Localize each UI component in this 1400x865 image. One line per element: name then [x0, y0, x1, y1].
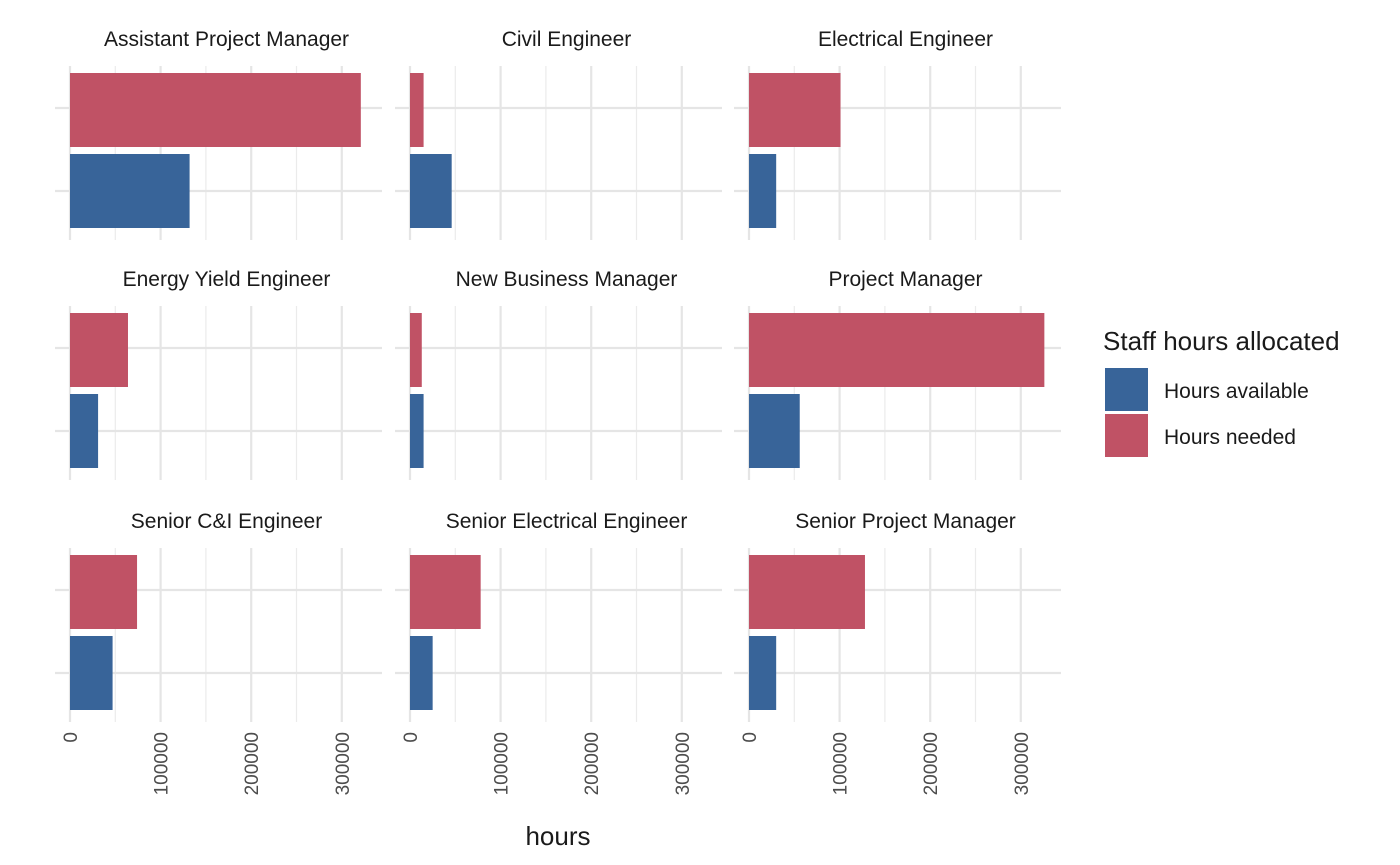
- x-tick-label: 300000: [1012, 732, 1033, 795]
- x-axis-title: hours: [525, 821, 590, 851]
- bar-hours-needed: [410, 73, 424, 147]
- bar-hours-available: [749, 394, 800, 468]
- facet-panel: Senior C&I Engineer: [55, 510, 382, 722]
- bar-hours-available: [749, 636, 777, 710]
- facet-panel: Senior Electrical Engineer: [395, 510, 722, 722]
- facet-title: Assistant Project Manager: [104, 28, 349, 51]
- x-tick-label: 300000: [333, 732, 354, 795]
- facet-panel: Civil Engineer: [395, 28, 722, 240]
- bar-hours-needed: [410, 555, 481, 629]
- x-axes: 0 100000 200000 300000 0 100000 200000 300000 0 1…: [61, 732, 1033, 795]
- bar-hours-needed: [410, 313, 422, 387]
- legend: Staff hours allocated Hours available Ho…: [1103, 326, 1340, 457]
- facet-title: Senior Project Manager: [795, 510, 1016, 533]
- facet-panel: Senior Project Manager: [734, 510, 1061, 722]
- facet-title: Senior Electrical Engineer: [446, 510, 688, 533]
- bar-hours-available: [70, 394, 99, 468]
- bar-hours-needed: [70, 73, 361, 147]
- facet-title: Project Manager: [828, 268, 982, 291]
- x-tick-label: 100000: [831, 732, 852, 795]
- bar-hours-needed: [749, 73, 841, 147]
- bar-hours-needed: [70, 555, 138, 629]
- x-tick-label: 0: [401, 732, 422, 743]
- facet-title: Civil Engineer: [502, 28, 632, 51]
- legend-swatch-hours-needed: [1105, 414, 1148, 457]
- facet-title: Senior C&I Engineer: [131, 510, 322, 533]
- bar-hours-available: [70, 154, 190, 228]
- facet-title: New Business Manager: [456, 268, 678, 291]
- bar-hours-needed: [749, 313, 1045, 387]
- bar-hours-available: [410, 394, 424, 468]
- facet-panels: Assistant Project Manager Civil Engineer E…: [55, 28, 1061, 722]
- bar-hours-needed: [70, 313, 128, 387]
- bar-hours-available: [410, 636, 433, 710]
- x-tick-label: 0: [740, 732, 761, 743]
- facet-panel: New Business Manager: [395, 268, 722, 480]
- x-tick-label: 100000: [152, 732, 173, 795]
- x-tick-label: 200000: [242, 732, 263, 795]
- facet-title: Electrical Engineer: [818, 28, 993, 51]
- facet-panel: Energy Yield Engineer: [55, 268, 382, 480]
- x-tick-label: 0: [61, 732, 82, 743]
- bar-hours-available: [70, 636, 113, 710]
- x-tick-label: 300000: [673, 732, 694, 795]
- x-tick-label: 200000: [582, 732, 603, 795]
- x-tick-label: 100000: [492, 732, 513, 795]
- bar-hours-needed: [749, 555, 865, 629]
- legend-label-hours-available: Hours available: [1164, 380, 1309, 403]
- facet-panel: Electrical Engineer: [734, 28, 1061, 240]
- x-tick-label: 200000: [921, 732, 942, 795]
- bar-hours-available: [410, 154, 452, 228]
- facet-title: Energy Yield Engineer: [123, 268, 331, 291]
- legend-swatch-hours-available: [1105, 368, 1148, 411]
- legend-label-hours-needed: Hours needed: [1164, 426, 1296, 449]
- bar-hours-available: [749, 154, 777, 228]
- facet-panel: Assistant Project Manager: [55, 28, 382, 240]
- facet-panel: Project Manager: [734, 268, 1061, 480]
- legend-title: Staff hours allocated: [1103, 326, 1340, 356]
